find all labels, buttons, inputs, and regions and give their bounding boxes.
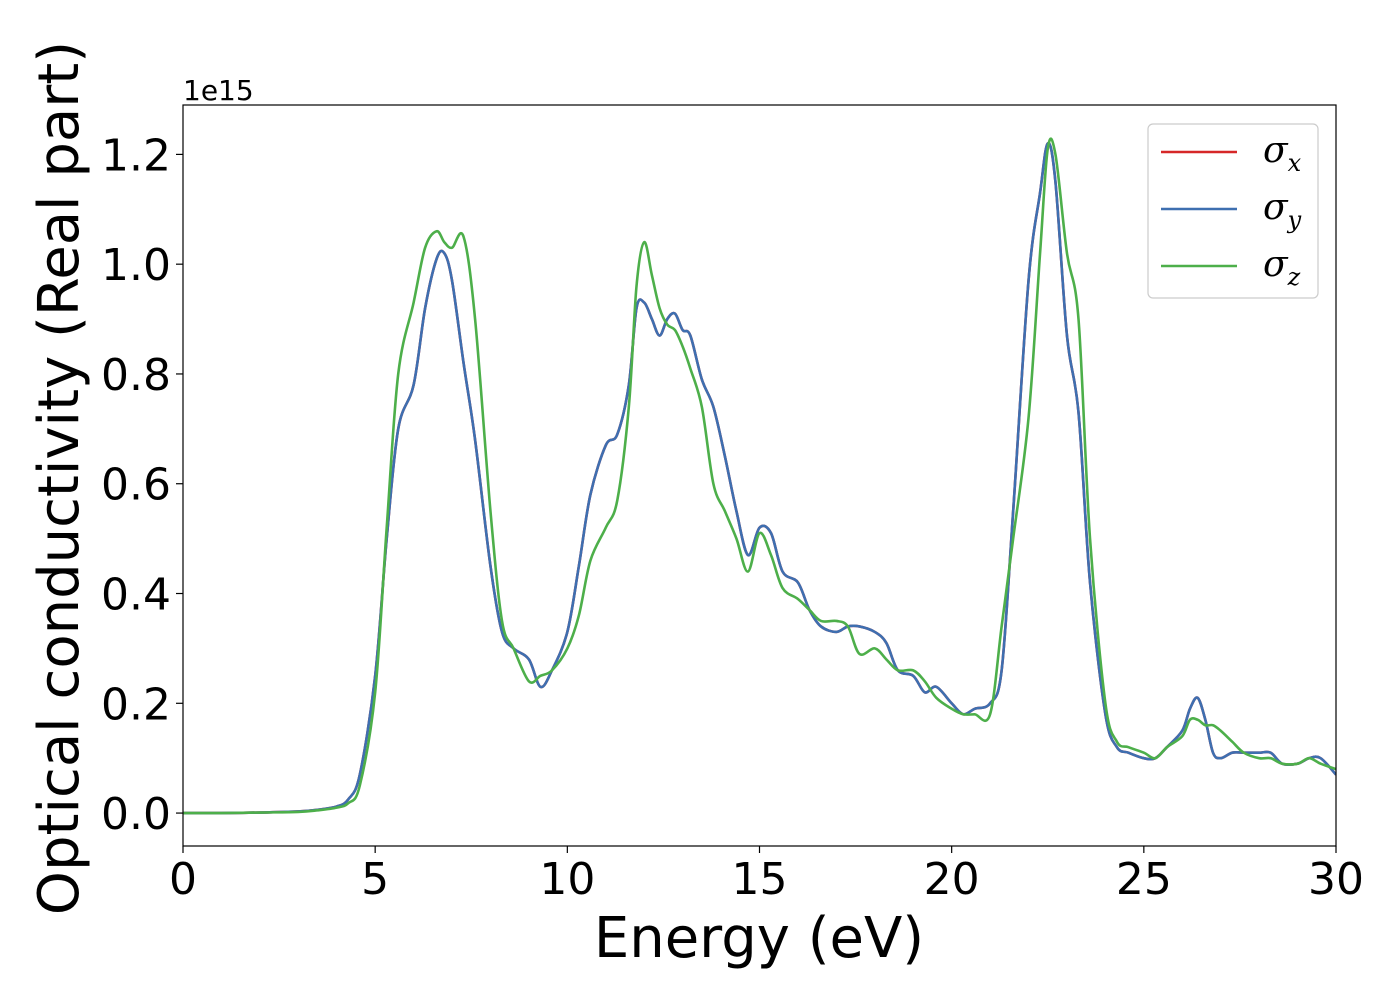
x-tick-label: 15 xyxy=(732,854,788,905)
x-tick-label: 0 xyxy=(169,854,197,905)
legend: σx σy σz xyxy=(1147,123,1319,299)
x-tick-label: 30 xyxy=(1308,854,1364,905)
y-tick-label: 0.4 xyxy=(101,570,171,621)
legend-label-y: σy xyxy=(1263,187,1302,234)
y-offset-text: 1e15 xyxy=(183,74,254,107)
y-tick-label: 0.8 xyxy=(101,350,171,401)
y-tick-label: 0.0 xyxy=(101,789,171,840)
series-line-z xyxy=(183,137,1336,815)
x-tick-label: 20 xyxy=(924,854,980,905)
x-tick-label: 10 xyxy=(539,854,595,905)
legend-box xyxy=(1147,123,1319,299)
y-tick-label: 0.2 xyxy=(101,679,171,730)
x-tick-label: 5 xyxy=(361,854,389,905)
legend-label-x: σx xyxy=(1263,130,1302,177)
x-tick-label: 25 xyxy=(1116,854,1172,905)
x-axis-title: Energy (eV) xyxy=(594,906,924,971)
y-tick-label: 1.2 xyxy=(101,130,171,181)
y-axis-title: Optical conductivity (Real part) xyxy=(27,41,92,915)
y-tick-label: 0.6 xyxy=(101,460,171,511)
legend-label-z: σz xyxy=(1263,244,1301,291)
y-tick-label: 1.0 xyxy=(101,240,171,291)
